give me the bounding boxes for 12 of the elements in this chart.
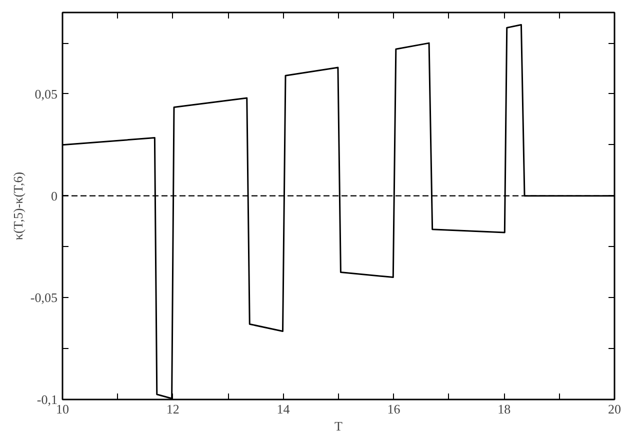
- y-tick-label: -0,1: [36, 392, 58, 407]
- x-axis-title: T: [334, 418, 343, 434]
- y-tick-label: -0,05: [30, 290, 58, 306]
- x-tick-label: 18: [498, 402, 511, 416]
- y-tick-label: 0: [51, 188, 58, 204]
- y-axis-title: κ(T,5)-κ(T,6): [10, 172, 26, 240]
- x-tick-label: 14: [276, 402, 290, 416]
- x-tick-label: 12: [166, 402, 180, 416]
- x-tick-label: 16: [387, 402, 401, 416]
- y-tick-label: 0,05: [34, 86, 58, 102]
- x-tick-label: 10: [56, 402, 69, 416]
- x-tick-label: 20: [608, 402, 621, 416]
